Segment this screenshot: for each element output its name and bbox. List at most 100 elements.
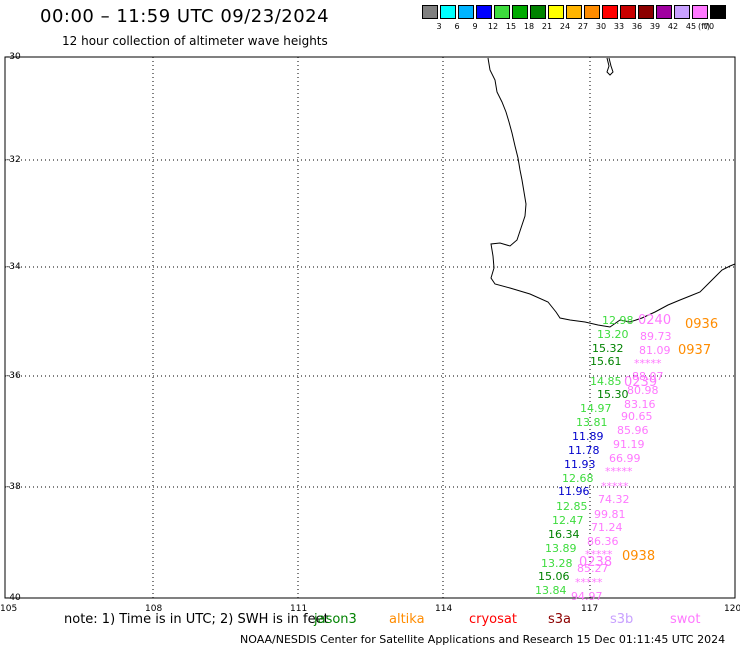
lat-label-40: -40 xyxy=(6,593,21,603)
color-scale-label-70: 70 xyxy=(703,22,715,31)
color-swatch-9 xyxy=(584,5,600,19)
track-label: 89.73 xyxy=(640,330,672,343)
color-scale-label-36: 36 xyxy=(631,22,643,31)
color-swatch-15 xyxy=(692,5,708,19)
track-label: 11.78 xyxy=(568,444,600,457)
track-label: 0239 xyxy=(624,375,657,390)
track-label: 0938 xyxy=(622,549,655,564)
color-scale-label-21: 21 xyxy=(541,22,553,31)
legend-swot: swot xyxy=(670,612,701,627)
track-label: 13.84 xyxy=(535,584,567,597)
color-scale-label-12: 12 xyxy=(487,22,499,31)
color-scale-unit: (ft) xyxy=(698,22,711,31)
lat-label-32: -32 xyxy=(6,155,21,165)
track-label: 14.97 xyxy=(580,402,612,415)
coastline-western-australia xyxy=(487,57,736,328)
track-label: 14.85 xyxy=(590,375,622,388)
track-label: 99.81 xyxy=(594,508,626,521)
color-scale-label-15: 15 xyxy=(505,22,517,31)
track-label: ***** xyxy=(601,480,629,493)
legend-jason3: jason3 xyxy=(314,612,357,627)
legend-s3b: s3b xyxy=(610,612,634,627)
lat-label-38: -38 xyxy=(6,482,21,492)
map-title: 00:00 – 11:59 UTC 09/23/2024 xyxy=(40,6,330,27)
track-label: 12.68 xyxy=(562,472,594,485)
track-label: ***** xyxy=(634,357,662,370)
track-label: 15.61 xyxy=(590,355,622,368)
track-label: ***** xyxy=(575,576,603,589)
lat-label-36: -36 xyxy=(6,371,21,381)
color-swatch-5 xyxy=(512,5,528,19)
color-swatch-3 xyxy=(476,5,492,19)
lon-label-108: 108 xyxy=(145,604,163,614)
color-swatch-10 xyxy=(602,5,618,19)
track-label: 86.36 xyxy=(587,535,619,548)
track-label: 16.34 xyxy=(548,528,580,541)
track-label: ***** xyxy=(605,465,633,478)
track-label: ***** xyxy=(585,548,613,561)
track-label: 13.89 xyxy=(545,542,577,555)
units-note: note: 1) Time is in UTC; 2) SWH is in fe… xyxy=(64,612,329,627)
track-label: 80.98 xyxy=(627,384,659,397)
track-label: 15.06 xyxy=(538,570,570,583)
track-label: 81.09 xyxy=(639,344,671,357)
color-scale-label-42: 42 xyxy=(667,22,679,31)
color-swatch-6 xyxy=(530,5,546,19)
color-swatch-8 xyxy=(566,5,582,19)
lon-label-117: 117 xyxy=(581,604,599,614)
color-swatch-12 xyxy=(638,5,654,19)
track-label: 85.27 xyxy=(577,562,609,575)
color-scale-label-9: 9 xyxy=(472,22,478,31)
track-label: 11.96 xyxy=(558,485,590,498)
color-scale-label-6: 6 xyxy=(454,22,460,31)
color-swatch-0 xyxy=(422,5,438,19)
color-scale-label-39: 39 xyxy=(649,22,661,31)
map-grid xyxy=(5,57,735,598)
track-label: 15.32 xyxy=(592,342,624,355)
color-scale-label-18: 18 xyxy=(523,22,535,31)
lat-label-30: -30 xyxy=(6,52,21,62)
lat-label-34: -34 xyxy=(6,262,21,272)
track-label: 13.20 xyxy=(597,328,629,341)
color-swatch-2 xyxy=(458,5,474,19)
track-label: 15.30 xyxy=(597,388,629,401)
track-label: 71.24 xyxy=(591,521,623,534)
track-label: 12.47 xyxy=(552,514,584,527)
track-label: 74.32 xyxy=(598,493,630,506)
map-subtitle: 12 hour collection of altimeter wave hei… xyxy=(62,34,328,48)
lon-label-120: 120 xyxy=(724,604,740,614)
track-label: 88.07 xyxy=(632,370,664,383)
track-label: 85.96 xyxy=(617,424,649,437)
legend-altika: altika xyxy=(389,612,425,627)
track-label: 11.93 xyxy=(564,458,596,471)
track-label: 83.16 xyxy=(624,398,656,411)
map-frame xyxy=(4,56,736,599)
track-label: 11.89 xyxy=(572,430,604,443)
track-label: 0240 xyxy=(638,313,671,328)
color-swatch-1 xyxy=(440,5,456,19)
track-label: 0238 xyxy=(579,555,612,570)
legend-s3a: s3a xyxy=(548,612,572,627)
lon-label-114: 114 xyxy=(435,604,453,614)
track-label: 94.97 xyxy=(571,590,603,603)
footer-credit: NOAA/NESDIS Center for Satellite Applica… xyxy=(240,633,726,646)
legend-cryosat: cryosat xyxy=(469,612,517,627)
color-scale-label-30: 30 xyxy=(595,22,607,31)
lon-label-111: 111 xyxy=(290,604,308,614)
track-label: 12.85 xyxy=(556,500,588,513)
track-label: 66.99 xyxy=(609,452,641,465)
coastline-island xyxy=(606,57,614,76)
color-swatch-14 xyxy=(674,5,690,19)
color-swatch-7 xyxy=(548,5,564,19)
color-swatch-13 xyxy=(656,5,672,19)
track-label: 90.65 xyxy=(621,410,653,423)
color-scale-label-33: 33 xyxy=(613,22,625,31)
track-label: 13.81 xyxy=(576,416,608,429)
color-scale-label-27: 27 xyxy=(577,22,589,31)
color-scale-label-3: 3 xyxy=(436,22,442,31)
track-label: 91.19 xyxy=(613,438,645,451)
track-label: 13.28 xyxy=(541,557,573,570)
color-scale-label-24: 24 xyxy=(559,22,571,31)
